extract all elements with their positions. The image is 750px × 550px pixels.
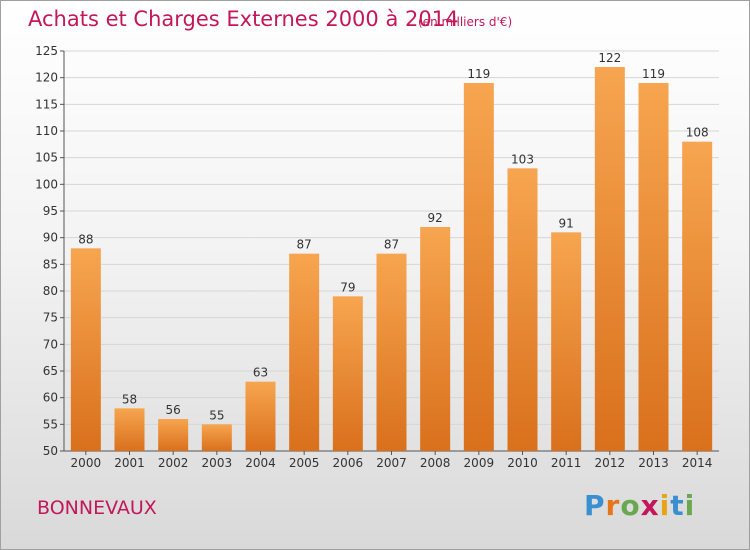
logo-letter: P: [584, 489, 606, 522]
y-tick-label: 65: [43, 364, 58, 378]
y-tick-label: 115: [35, 97, 58, 111]
bar-value-label: 108: [686, 126, 709, 140]
x-tick-label: 2005: [289, 456, 320, 470]
bar-value-label: 88: [78, 232, 93, 246]
y-tick-label: 85: [43, 257, 58, 271]
bar-value-label: 87: [297, 238, 312, 252]
bar-value-label: 87: [384, 238, 399, 252]
bar: [682, 141, 713, 451]
x-tick-label: 2007: [376, 456, 407, 470]
bar: [594, 67, 625, 451]
bar: [420, 227, 451, 451]
bar: [507, 168, 538, 452]
bar: [245, 381, 276, 451]
bar: [70, 248, 101, 451]
logo-letter: i: [659, 489, 671, 522]
bar-value-label: 103: [511, 152, 534, 166]
x-tick-label: 2009: [464, 456, 495, 470]
logo-letter: i: [684, 489, 696, 522]
proxiti-logo: Proxiti: [584, 489, 695, 522]
logo-letter: x: [640, 489, 660, 522]
bar: [332, 296, 363, 451]
chart-subtitle: (en milliers d'€): [418, 15, 513, 29]
x-tick-label: 2006: [333, 456, 364, 470]
x-tick-label: 2001: [114, 456, 145, 470]
y-tick-label: 50: [43, 444, 58, 458]
x-tick-label: 2013: [638, 456, 669, 470]
place-name: BONNEVAUX: [37, 497, 157, 519]
bar-value-label: 55: [209, 408, 224, 422]
bar-value-label: 92: [428, 211, 443, 225]
x-tick-label: 2002: [158, 456, 189, 470]
bar-value-label: 56: [166, 403, 181, 417]
bar: [463, 83, 494, 451]
x-tick-label: 2011: [551, 456, 582, 470]
logo-letter: o: [620, 489, 641, 522]
y-tick-label: 95: [43, 204, 58, 218]
bar-value-label: 58: [122, 392, 137, 406]
x-tick-label: 2008: [420, 456, 451, 470]
y-tick-label: 75: [43, 311, 58, 325]
y-tick-label: 120: [35, 71, 58, 85]
x-tick-label: 2012: [595, 456, 626, 470]
y-tick-label: 55: [43, 417, 58, 431]
logo-letter: t: [670, 489, 685, 522]
y-tick-label: 90: [43, 231, 58, 245]
y-tick-label: 60: [43, 391, 58, 405]
y-tick-label: 70: [43, 337, 58, 351]
bar: [376, 253, 407, 451]
bar-value-label: 119: [467, 67, 490, 81]
bar-value-label: 91: [559, 216, 574, 230]
bar-value-label: 63: [253, 366, 268, 380]
y-tick-label: 100: [35, 177, 58, 191]
bar: [289, 253, 320, 451]
bar: [551, 232, 582, 451]
bar-value-label: 79: [340, 280, 355, 294]
y-tick-label: 110: [35, 124, 58, 138]
y-tick-label: 125: [35, 44, 58, 58]
x-tick-label: 2014: [682, 456, 713, 470]
bar-value-label: 122: [598, 51, 621, 65]
x-tick-label: 2003: [202, 456, 233, 470]
bar: [158, 419, 189, 451]
bar: [201, 424, 232, 451]
x-tick-label: 2000: [71, 456, 102, 470]
bar: [638, 83, 669, 451]
y-tick-label: 80: [43, 284, 58, 298]
bar: [114, 408, 145, 451]
x-tick-label: 2004: [245, 456, 276, 470]
y-tick-label: 105: [35, 151, 58, 165]
logo-letter: r: [605, 489, 621, 522]
chart-title: Achats et Charges Externes 2000 à 2014: [28, 7, 459, 31]
x-tick-label: 2010: [507, 456, 538, 470]
bar-value-label: 119: [642, 67, 665, 81]
